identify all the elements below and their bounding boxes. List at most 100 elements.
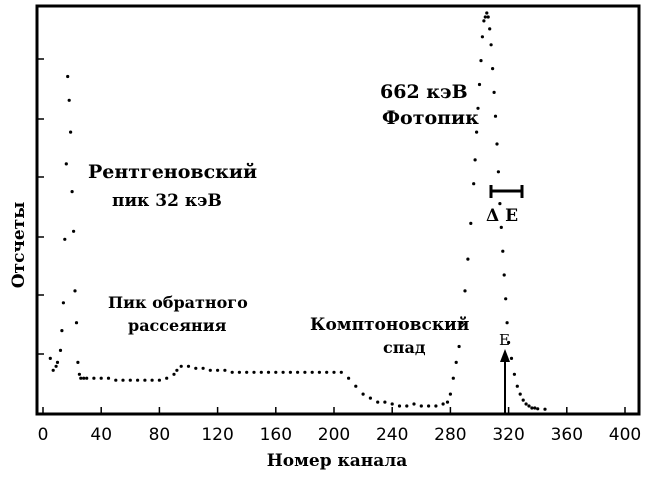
data-point	[473, 158, 477, 162]
data-point	[245, 370, 249, 374]
data-point	[92, 376, 96, 380]
data-point	[61, 301, 65, 305]
backscatter-label-line1: Пик обратного	[108, 293, 248, 312]
data-point	[479, 59, 483, 63]
photopeak-label-line2: Фотопик	[382, 107, 479, 129]
data-point	[543, 407, 547, 411]
data-point	[475, 130, 479, 134]
data-point	[460, 321, 464, 325]
data-point	[66, 74, 70, 79]
data-point	[476, 106, 480, 110]
data-point	[201, 366, 205, 370]
data-point	[76, 360, 80, 364]
x-tick-label: 280	[434, 425, 466, 445]
backscatter-label-line2: рассеяния	[128, 316, 227, 335]
data-point	[495, 142, 499, 146]
x-tick-label: 160	[260, 425, 292, 445]
data-point	[77, 372, 81, 376]
data-point	[128, 378, 132, 382]
x-tick-label: 360	[551, 425, 583, 445]
data-point	[489, 43, 493, 47]
xray-peak-label-line1: Рентгеновский	[88, 161, 257, 183]
data-point	[533, 406, 537, 410]
data-point	[150, 378, 154, 382]
data-point	[296, 370, 300, 374]
plot-frame	[35, 4, 641, 416]
data-point	[274, 370, 278, 374]
data-point	[186, 364, 191, 368]
data-point	[498, 202, 502, 206]
xray-peak-label-line2: пик 32 кэВ	[112, 191, 222, 211]
data-point	[216, 368, 220, 372]
data-point	[237, 370, 241, 374]
data-point	[536, 407, 540, 411]
data-point	[157, 378, 161, 382]
data-point	[85, 376, 89, 380]
data-point	[451, 376, 455, 380]
data-point	[488, 27, 492, 31]
data-point	[530, 406, 534, 410]
energy-arrow-label: E	[499, 331, 510, 349]
data-point	[73, 289, 77, 293]
data-point	[281, 370, 285, 374]
resolution-bracket	[489, 185, 524, 198]
data-point	[383, 400, 387, 404]
data-point	[99, 376, 103, 380]
data-point	[507, 340, 511, 345]
x-axis-ticks	[42, 407, 626, 414]
data-point	[509, 356, 514, 360]
data-point	[303, 370, 307, 374]
compton-edge-label-line1: Комптоновский	[310, 315, 470, 335]
data-point	[477, 82, 482, 87]
delta-e-label: Δ E	[486, 206, 518, 226]
x-tick-label: 0	[38, 425, 49, 445]
data-point	[376, 400, 380, 404]
data-point	[79, 376, 83, 380]
data-point	[69, 130, 73, 134]
data-point	[60, 329, 64, 333]
data-point	[445, 400, 450, 404]
data-point	[466, 257, 470, 261]
data-point	[505, 321, 509, 325]
compton-edge-label-line2: спад	[383, 338, 426, 357]
data-point	[469, 221, 473, 225]
data-point	[390, 402, 394, 406]
data-point	[175, 368, 179, 372]
data-point	[482, 19, 486, 23]
data-point	[70, 190, 74, 194]
data-point	[515, 384, 519, 388]
data-point	[165, 376, 169, 380]
data-point	[74, 321, 79, 325]
data-point	[325, 370, 329, 374]
data-point	[259, 370, 263, 374]
data-point	[72, 229, 76, 233]
data-point	[64, 162, 68, 166]
data-point	[521, 398, 525, 402]
data-point	[434, 404, 438, 408]
data-points	[48, 11, 547, 411]
data-point	[368, 396, 372, 400]
data-point	[496, 170, 500, 174]
x-tick-label: 80	[149, 425, 171, 445]
data-point	[492, 90, 496, 94]
energy-arrow	[500, 349, 510, 414]
data-point	[136, 378, 140, 382]
data-point	[457, 344, 461, 349]
data-point	[524, 402, 528, 406]
data-point	[427, 404, 431, 408]
data-point	[493, 114, 498, 118]
data-point	[412, 402, 416, 406]
data-point	[194, 366, 198, 370]
data-point	[485, 11, 489, 15]
data-point	[354, 384, 358, 388]
y-axis-title: Отсчеты	[9, 202, 29, 289]
data-point	[454, 360, 458, 364]
data-point	[448, 392, 452, 396]
data-point	[441, 402, 445, 406]
data-point	[463, 289, 467, 293]
data-point	[504, 297, 508, 301]
data-point	[310, 370, 314, 374]
data-point	[55, 360, 60, 364]
data-point	[339, 370, 343, 374]
